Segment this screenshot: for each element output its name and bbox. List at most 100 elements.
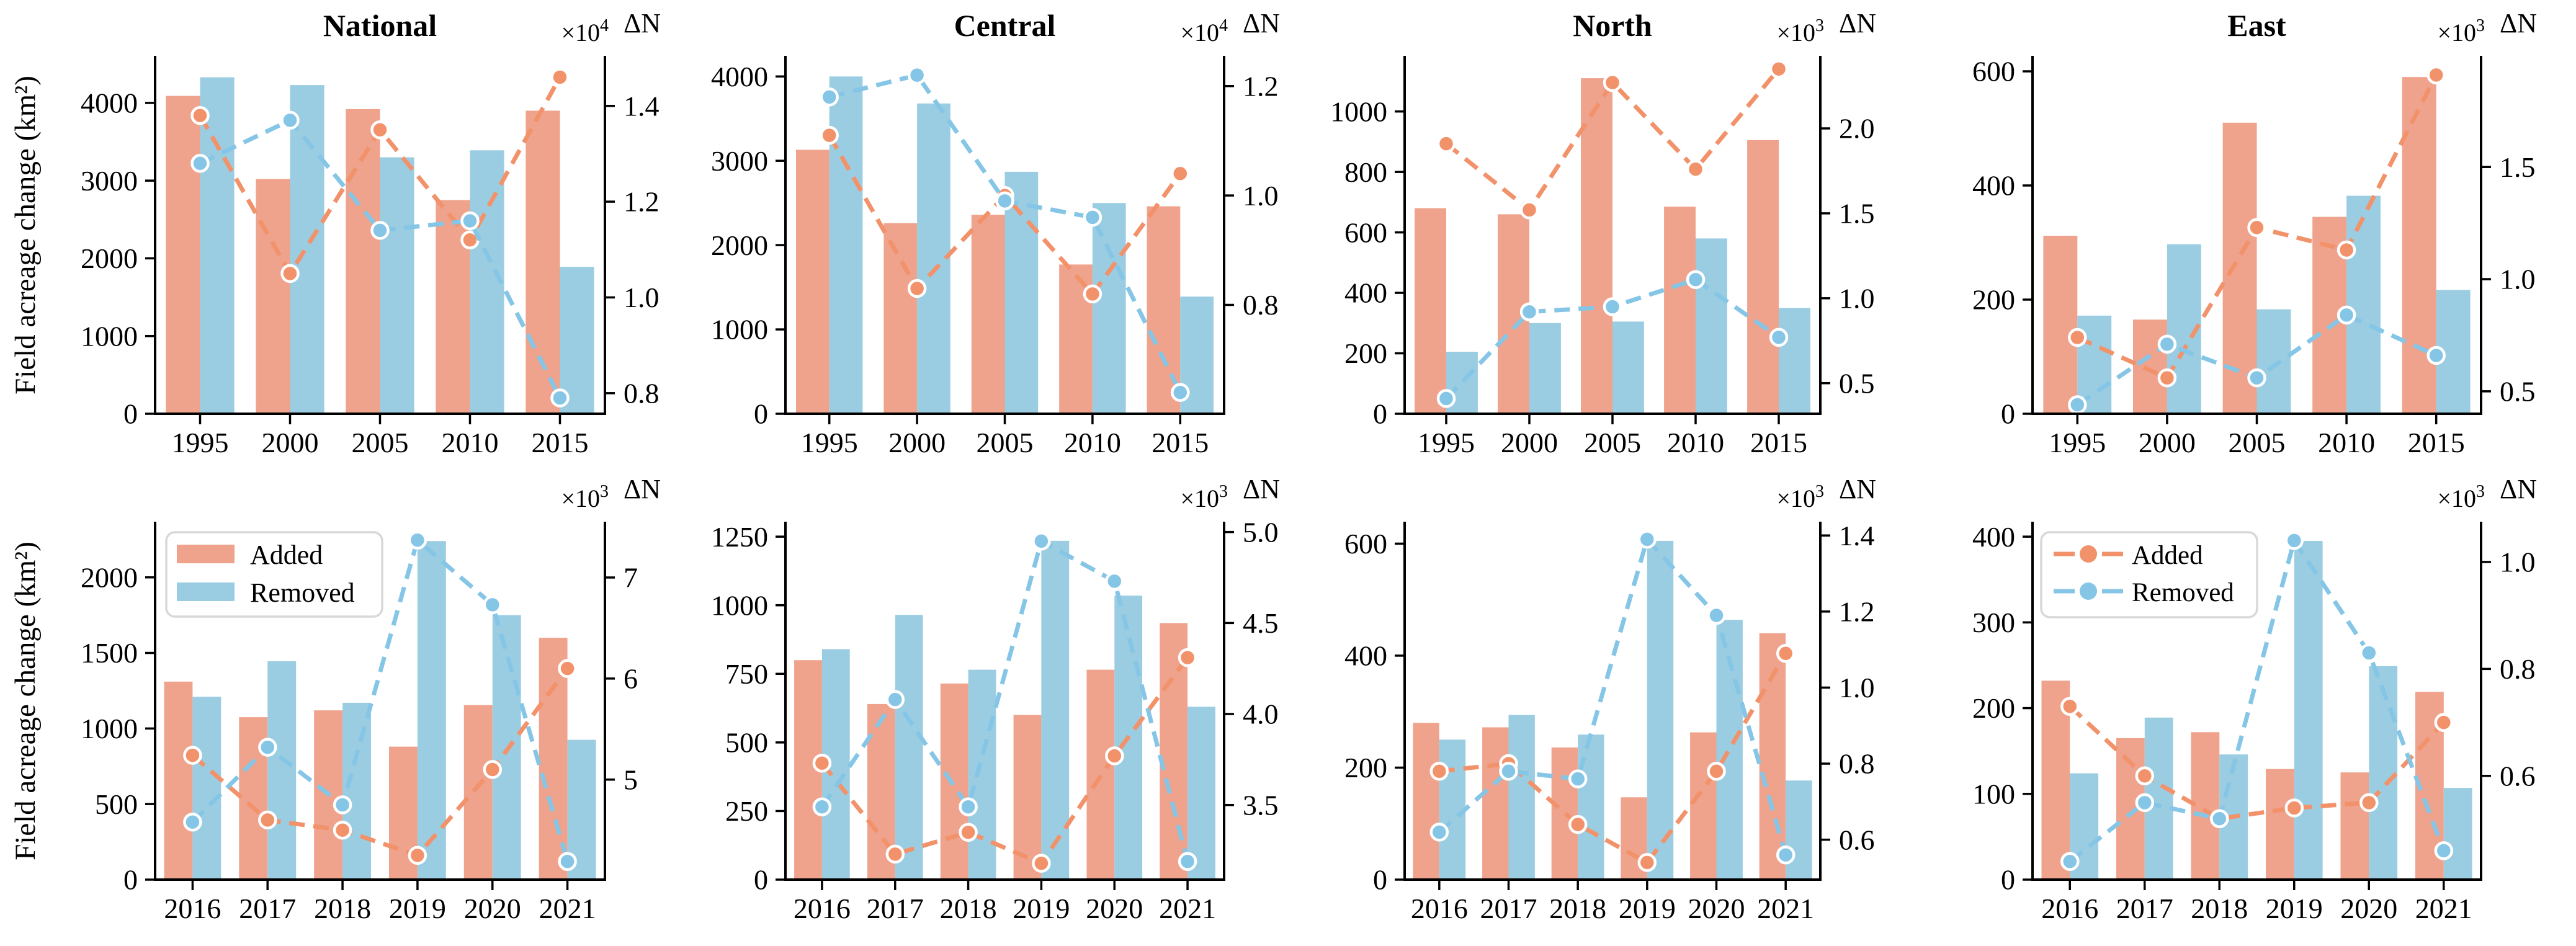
dn-marker-added-2010 — [1686, 159, 1706, 179]
left-axis: 0 1000 2000 3000 4000 — [81, 87, 155, 430]
right-tick-label: 1.2 — [1839, 596, 1875, 627]
left-tick-label: 3000 — [711, 145, 768, 177]
x-tick-label: 2020 — [2340, 893, 2397, 924]
dn-marker-added-2015 — [1769, 59, 1789, 79]
x-axis: 1995 2000 2005 2010 2015 — [2049, 414, 2465, 458]
left-axis: 0 100 200 300 400 — [1972, 521, 2033, 896]
bar-removed-2015 — [560, 267, 594, 414]
left-tick-label: 2000 — [81, 561, 138, 593]
dn-marker-added-2015 — [1171, 164, 1190, 184]
left-axis: 0 1000 2000 3000 4000 — [711, 61, 785, 430]
dn-markers-removed — [1436, 270, 1789, 408]
x-tick-label: 2020 — [1688, 893, 1745, 924]
bar-added-2016 — [164, 681, 193, 880]
dn-marker-added-2015 — [2426, 65, 2446, 85]
dn-marker-removed-2016 — [2060, 852, 2080, 871]
bar-removed-2010 — [1092, 203, 1126, 414]
dn-marker-removed-2021 — [2434, 841, 2454, 860]
panel-title: Central — [954, 8, 1056, 43]
x-tick-label: 2000 — [262, 427, 319, 458]
left-axis: 0 250 500 750 1000 1250 — [711, 521, 785, 896]
x-tick-label: 2017 — [1480, 893, 1537, 924]
dn-markers-added — [190, 68, 570, 283]
left-tick-label: 0 — [1373, 398, 1387, 430]
x-tick-label: 2021 — [1159, 893, 1216, 924]
left-tick-label: 0 — [754, 398, 768, 430]
axes-spines — [154, 522, 606, 881]
bars-added — [796, 149, 1181, 414]
bar-removed-2020 — [2369, 666, 2398, 880]
bar-removed-1995 — [200, 77, 235, 414]
bar-removed-2010 — [1696, 238, 1727, 414]
legend-marker-added — [2080, 545, 2097, 563]
scale-offset-label: ×103 — [1180, 482, 1228, 512]
right-axis: 0.6 0.8 1.0 — [2481, 547, 2536, 792]
right-tick-label: 1.5 — [1839, 198, 1875, 230]
bar-added-1995 — [1415, 208, 1446, 414]
scale-offset-label: ×103 — [561, 482, 609, 512]
right-axis: 0.5 1.0 1.5 2.0 — [1820, 113, 1875, 399]
bars-added — [164, 638, 568, 880]
right-tick-label: 1.0 — [1839, 282, 1875, 314]
x-tick-label: 2000 — [2139, 427, 2196, 458]
right-tick-label: 2.0 — [1839, 113, 1875, 145]
bar-added-2018 — [1551, 747, 1578, 880]
right-tick-label: 1.4 — [624, 90, 660, 122]
bar-removed-2019 — [1647, 540, 1674, 880]
bar-removed-1995 — [829, 76, 863, 414]
right-tick-label: 1.0 — [1243, 180, 1279, 212]
left-tick-label: 200 — [1344, 752, 1387, 783]
right-tick-label: 0.8 — [1839, 748, 1875, 780]
bar-added-2020 — [1690, 732, 1717, 880]
x-axis: 2016 2017 2018 2019 2020 2021 — [794, 880, 1216, 924]
x-tick-label: 2020 — [464, 893, 521, 924]
delta-n-label: ΔN — [1839, 474, 1876, 504]
dn-marker-removed-2000 — [2157, 334, 2177, 354]
x-tick-label: 2015 — [532, 427, 589, 458]
right-tick-label: 1.5 — [2500, 151, 2536, 183]
dn-marker-removed-2020 — [2359, 643, 2379, 663]
bar-added-2010 — [1664, 207, 1696, 414]
bar-added-2020 — [2340, 772, 2369, 880]
dn-marker-removed-1995 — [1436, 389, 1456, 408]
dn-marker-removed-2015 — [2426, 346, 2446, 365]
bar-removed-2021 — [2443, 788, 2472, 880]
left-tick-label: 100 — [1972, 778, 2015, 810]
bars-added — [1413, 633, 1786, 880]
x-tick-label: 2005 — [352, 427, 409, 458]
dn-marker-added-2005 — [1603, 73, 1622, 92]
bar-removed-2018 — [342, 702, 371, 880]
dn-marker-added-1995 — [820, 125, 839, 145]
left-tick-label: 400 — [1972, 521, 2015, 553]
dn-marker-added-2021 — [1178, 648, 1197, 667]
dn-line-removed — [1438, 535, 1788, 856]
delta-n-label: ΔN — [624, 474, 661, 504]
axes-spines — [2031, 522, 2482, 881]
right-tick-label: 1.0 — [624, 282, 660, 313]
left-tick-label: 2000 — [81, 243, 138, 274]
bar-removed-2019 — [2294, 541, 2323, 880]
right-axis: 0.6 0.8 1.0 1.2 1.4 — [1820, 520, 1875, 855]
left-tick-label: 400 — [1344, 277, 1387, 309]
dn-marker-removed-2021 — [558, 852, 577, 871]
dn-marker-removed-2017 — [885, 690, 905, 709]
bar-removed-2018 — [968, 669, 996, 880]
bar-removed-2000 — [917, 103, 950, 414]
legend-label-removed: Removed — [2132, 578, 2234, 607]
right-axis: 0.5 1.0 1.5 — [2481, 151, 2536, 407]
left-tick-label: 1000 — [81, 713, 138, 744]
x-tick-label: 2019 — [1619, 893, 1676, 924]
dn-marker-added-2019 — [1032, 854, 1051, 873]
bar-added-2018 — [2191, 732, 2220, 880]
left-axis: 0 200 400 600 — [1972, 56, 2033, 430]
left-axis: 0 200 400 600 — [1344, 528, 1405, 896]
bars-removed — [200, 77, 594, 414]
x-axis: 2016 2017 2018 2019 2020 2021 — [164, 880, 596, 924]
x-tick-label: 2005 — [2229, 427, 2286, 458]
right-tick-label: 1.0 — [1839, 672, 1875, 703]
x-tick-label: 2005 — [977, 427, 1034, 458]
x-tick-label: 2019 — [389, 893, 446, 924]
right-tick-label: 1.0 — [2500, 264, 2536, 295]
scale-offset-label: ×103 — [2437, 482, 2485, 512]
right-tick-label: 5.0 — [1243, 516, 1279, 548]
